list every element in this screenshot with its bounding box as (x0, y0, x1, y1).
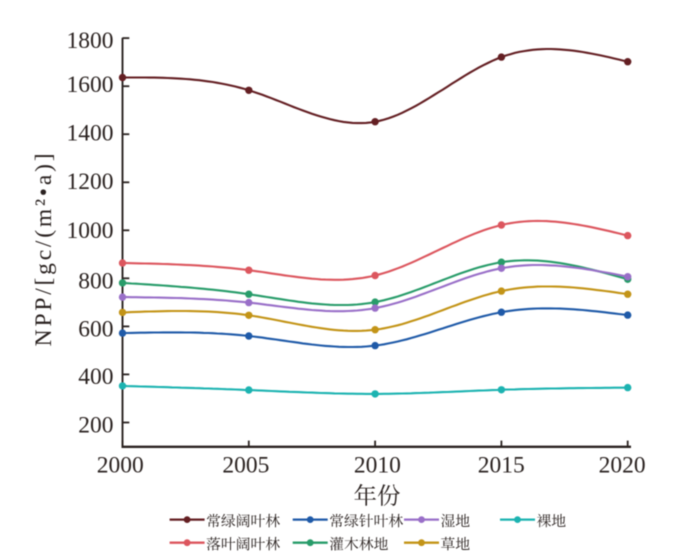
svg-text:2010: 2010 (354, 453, 401, 479)
svg-text:400: 400 (78, 364, 113, 390)
svg-text:1400: 1400 (67, 121, 114, 147)
svg-text:1200: 1200 (67, 169, 114, 195)
svg-text:2020: 2020 (599, 453, 646, 479)
svg-text:1600: 1600 (67, 72, 114, 98)
svg-text:2000: 2000 (97, 453, 144, 479)
svg-text:1000: 1000 (67, 218, 114, 244)
svg-text:2015: 2015 (478, 453, 525, 479)
svg-text:NPP/[gc/(m²•a)]: NPP/[gc/(m²•a)] (31, 151, 57, 347)
svg-text:1800: 1800 (67, 28, 114, 54)
svg-text:800: 800 (78, 269, 113, 295)
svg-text:200: 200 (78, 413, 113, 439)
svg-text:600: 600 (78, 317, 113, 343)
svg-text:2005: 2005 (222, 453, 269, 479)
